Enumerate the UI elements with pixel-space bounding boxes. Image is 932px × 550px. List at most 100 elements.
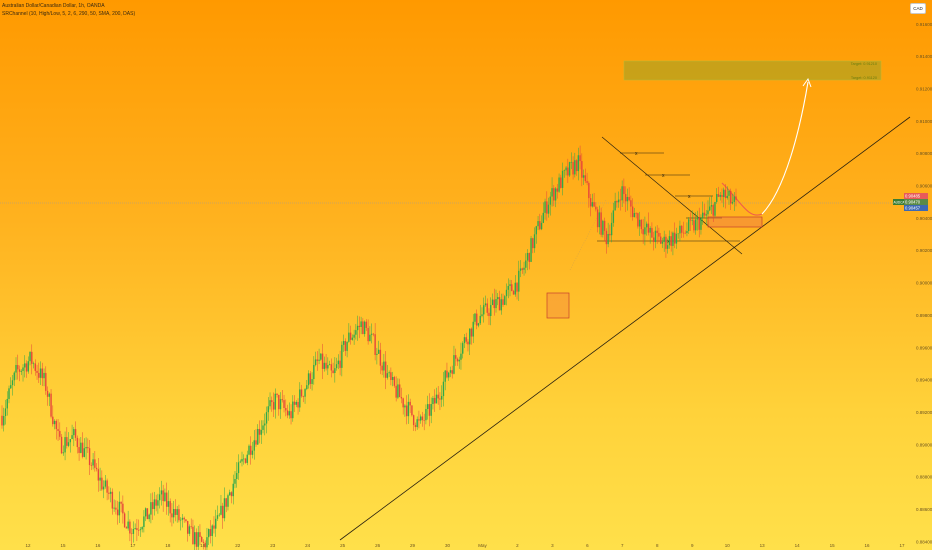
candle-body (141, 527, 143, 530)
symbol-tag-label: AUDCAD (894, 201, 908, 205)
candle-body (621, 186, 623, 201)
x-tick-label: May (478, 543, 487, 548)
candle-body (246, 454, 248, 463)
candle-body (202, 541, 205, 543)
candle-body (617, 199, 620, 203)
candle-body (211, 525, 213, 536)
x-tick-label: 3 (551, 543, 554, 548)
candle-body (705, 214, 707, 216)
candle-body (109, 491, 112, 494)
candle-body (689, 219, 692, 221)
candle-body (719, 195, 721, 197)
entry-box[interactable] (707, 216, 763, 228)
candle-body (582, 175, 585, 178)
target-zone-lower-label: Target: 0.91120 (851, 76, 877, 80)
candle-body (132, 529, 135, 534)
x-tick-label: 13 (760, 543, 766, 548)
candle-body (595, 206, 597, 210)
candle-body (18, 369, 21, 372)
candle-body (509, 284, 511, 286)
candle-body (390, 372, 392, 381)
candle-body (439, 398, 441, 400)
candle-body (486, 303, 488, 313)
candle-body (174, 509, 177, 515)
candle-body (416, 419, 418, 428)
candle-body (730, 190, 732, 204)
candle-body (407, 401, 410, 417)
candle-body (251, 450, 254, 455)
candle-body (710, 205, 713, 207)
candle-body (292, 401, 294, 419)
y-tick-label: 0.88400 (916, 539, 932, 544)
candle-body (164, 492, 166, 502)
candle-body (286, 410, 289, 416)
descending-flag-line[interactable] (601, 136, 743, 255)
candle-body (593, 202, 595, 207)
candle-body (537, 221, 539, 227)
candle-body (50, 393, 52, 417)
candle-body (157, 500, 159, 506)
candle-body (456, 358, 459, 362)
candle-body (498, 297, 501, 311)
candle-body (302, 396, 305, 397)
candle-body (335, 364, 338, 369)
y-tick-label: 0.89000 (916, 442, 932, 447)
candle-body (190, 526, 192, 527)
x-tick-label: 30 (445, 543, 451, 548)
breakout-box[interactable] (546, 292, 570, 319)
candle-body (726, 195, 728, 199)
x-marker: x (667, 239, 670, 245)
x-tick-label: 12 (25, 543, 31, 548)
candle-body (661, 241, 664, 244)
candle-body (227, 495, 229, 507)
candle-body (197, 532, 199, 547)
candle-body (134, 528, 136, 530)
candle-body (314, 359, 317, 365)
candle-body (516, 282, 518, 292)
candle-body (87, 447, 89, 449)
candle-body (57, 429, 59, 431)
target-zone-upper-label: Target: 0.91210 (851, 62, 877, 66)
target-zone (623, 60, 882, 81)
candle-body (155, 499, 157, 506)
candle-body (649, 227, 651, 233)
candle-body (479, 315, 481, 324)
candle-body (568, 162, 571, 176)
candle-body (696, 217, 699, 220)
candle-body (735, 196, 737, 200)
candle-body (300, 389, 303, 397)
candle-body (327, 365, 329, 369)
x-tick-label: 22 (235, 543, 241, 548)
candle-body (398, 384, 401, 398)
candle-body (360, 321, 362, 328)
candle-body (654, 230, 657, 243)
x-tick-label: 7 (621, 543, 624, 548)
x-tick-label: 15 (60, 543, 66, 548)
candle-body (521, 268, 523, 270)
candle-body (118, 501, 121, 516)
candle-body (295, 402, 298, 405)
currency-button[interactable]: CAD (910, 3, 926, 14)
candle-body (24, 363, 26, 368)
candle-body (698, 217, 700, 230)
candle-body (220, 505, 222, 515)
x-tick-label: 14 (795, 543, 801, 548)
candle-body (640, 219, 643, 230)
candle-body (160, 490, 163, 495)
candle-body (186, 521, 189, 534)
ascending-trendline[interactable] (339, 116, 911, 541)
candle-body (716, 194, 718, 202)
candle-body (94, 459, 96, 468)
candle-body (323, 362, 326, 369)
candle-body (502, 299, 504, 305)
x-tick-label: 2 (516, 543, 519, 548)
x-tick-label: 8 (656, 543, 659, 548)
candle-body (666, 245, 669, 249)
candle-body (234, 478, 236, 484)
candle-body (258, 428, 261, 435)
candle-body (320, 353, 322, 360)
candle-body (253, 440, 255, 451)
y-tick-label: 0.88600 (916, 507, 932, 512)
